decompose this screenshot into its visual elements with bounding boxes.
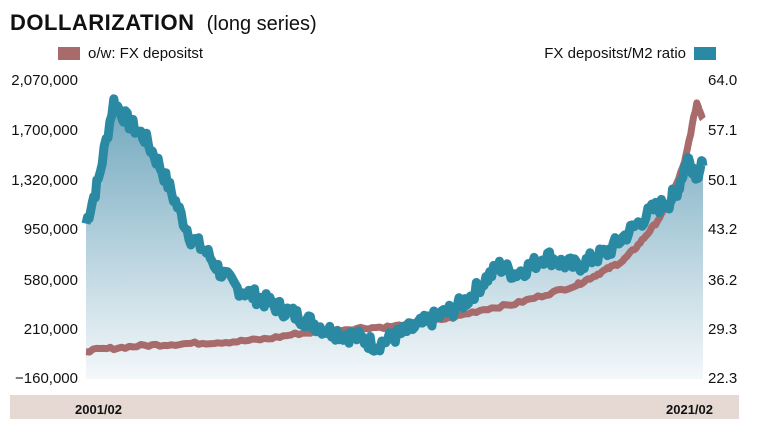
- y-right-tick: 57.1: [708, 122, 738, 139]
- series-line-fx-ratio: [81, 94, 708, 356]
- y-right-tick: 43.2: [708, 221, 738, 238]
- chart-title-sub: (long series): [206, 13, 317, 35]
- x-axis-start-label: 2001/02: [75, 402, 122, 417]
- y-left-tick: 950,000: [23, 221, 78, 238]
- chart-title: DOLLARIZATION (long series): [10, 10, 317, 37]
- y-right-tick: 22.3: [708, 370, 738, 387]
- y-left-tick: 580,000: [23, 272, 78, 289]
- y-right-tick: 29.3: [708, 321, 738, 338]
- y-left-tick: 1,320,000: [11, 172, 78, 189]
- x-axis-end-label: 2021/02: [666, 402, 713, 417]
- y-right-tick: 50.1: [708, 172, 738, 189]
- legend-fx-ratio: FX depositst/M2 ratio: [544, 45, 716, 62]
- legend-fx-deposits: o/w: FX depositst: [58, 45, 203, 62]
- y-left-tick: 2,070,000: [11, 72, 78, 89]
- y-left-tick: 1,700,000: [11, 122, 78, 139]
- series-area-fx-ratio: [86, 98, 703, 380]
- legend-swatch-fx-deposits: [58, 47, 80, 60]
- y-left-tick: −160,000: [15, 370, 78, 387]
- legend-label-fx-deposits: o/w: FX depositst: [88, 45, 204, 62]
- legend-swatch-fx-ratio: [694, 47, 716, 60]
- legend-label-fx-ratio: FX depositst/M2 ratio: [544, 45, 686, 62]
- y-right-tick: 36.2: [708, 272, 738, 289]
- x-axis-band: 2001/02 2021/02: [10, 395, 739, 419]
- y-right-tick: 64.0: [708, 72, 738, 89]
- y-left-tick: 210,000: [23, 321, 78, 338]
- series-line-fx-deposits: [85, 99, 706, 356]
- chart-title-main: DOLLARIZATION: [10, 10, 195, 35]
